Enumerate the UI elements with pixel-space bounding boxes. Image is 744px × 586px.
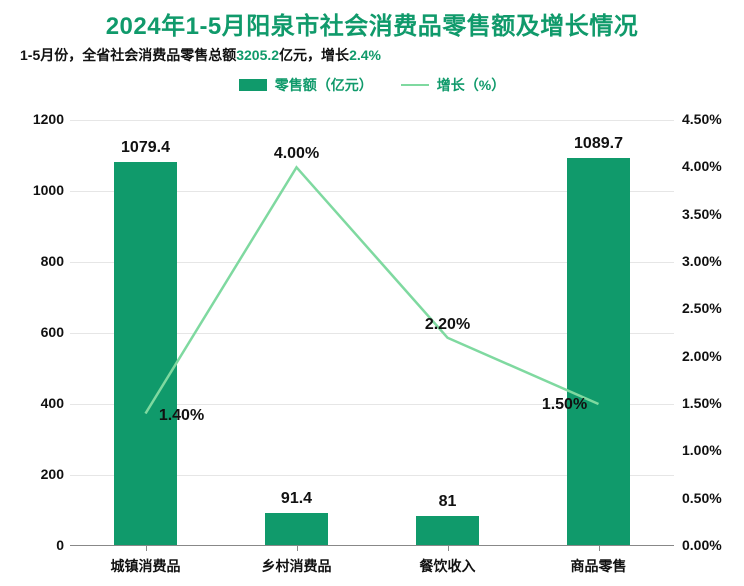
legend-bar-label: 零售额（亿元） bbox=[275, 75, 373, 95]
y-right-tick: 1.50% bbox=[682, 395, 742, 411]
y-right-tick: 4.00% bbox=[682, 158, 742, 174]
x-category-label: 城镇消费品 bbox=[111, 556, 181, 576]
chart-area: 0200400600800100012000.00%0.50%1.00%1.50… bbox=[0, 120, 744, 586]
subtitle-unit1: 亿元，增长 bbox=[279, 47, 349, 63]
subtitle-prefix: 1-5月份，全省社会消费品零售总额 bbox=[20, 47, 236, 63]
y-left-tick: 600 bbox=[4, 324, 64, 340]
x-category-label: 餐饮收入 bbox=[420, 556, 476, 576]
y-right-tick: 2.50% bbox=[682, 300, 742, 316]
x-category-label: 商品零售 bbox=[571, 556, 627, 576]
plot-area bbox=[70, 120, 674, 546]
bar-value-label: 1089.7 bbox=[574, 135, 623, 153]
line-series bbox=[70, 120, 674, 546]
x-category-label: 乡村消费品 bbox=[262, 556, 332, 576]
legend: 零售额（亿元） 增长（%） bbox=[0, 75, 744, 95]
y-left-tick: 200 bbox=[4, 466, 64, 482]
y-left-tick: 800 bbox=[4, 253, 64, 269]
chart-container: 2024年1-5月阳泉市社会消费品零售额及增长情况 1-5月份，全省社会消费品零… bbox=[0, 0, 744, 586]
y-right-tick: 2.00% bbox=[682, 348, 742, 364]
bar-value-label: 1079.4 bbox=[121, 139, 170, 157]
line-value-label: 1.40% bbox=[159, 407, 204, 425]
y-right-tick: 1.00% bbox=[682, 442, 742, 458]
y-right-tick: 0.50% bbox=[682, 490, 742, 506]
bar-value-label: 81 bbox=[439, 493, 457, 511]
line-value-label: 2.20% bbox=[425, 316, 470, 334]
y-right-tick: 4.50% bbox=[682, 111, 742, 127]
y-left-tick: 0 bbox=[4, 537, 64, 553]
legend-bar-swatch bbox=[239, 79, 267, 91]
y-left-tick: 1200 bbox=[4, 111, 64, 127]
legend-line-label: 增长（%） bbox=[437, 75, 505, 95]
chart-title: 2024年1-5月阳泉市社会消费品零售额及增长情况 bbox=[0, 0, 744, 41]
bar-value-label: 91.4 bbox=[281, 490, 312, 508]
line-value-label: 4.00% bbox=[274, 145, 319, 163]
y-right-tick: 0.00% bbox=[682, 537, 742, 553]
subtitle-value1: 3205.2 bbox=[236, 47, 279, 63]
y-left-tick: 400 bbox=[4, 395, 64, 411]
subtitle-value2: 2.4% bbox=[349, 47, 381, 63]
y-left-tick: 1000 bbox=[4, 182, 64, 198]
legend-item-bar: 零售额（亿元） bbox=[239, 75, 373, 95]
y-right-tick: 3.00% bbox=[682, 253, 742, 269]
chart-subtitle: 1-5月份，全省社会消费品零售总额3205.2亿元，增长2.4% bbox=[0, 45, 744, 65]
line-value-label: 1.50% bbox=[542, 396, 587, 414]
legend-line-swatch bbox=[401, 84, 429, 86]
y-right-tick: 3.50% bbox=[682, 206, 742, 222]
legend-item-line: 增长（%） bbox=[401, 75, 505, 95]
